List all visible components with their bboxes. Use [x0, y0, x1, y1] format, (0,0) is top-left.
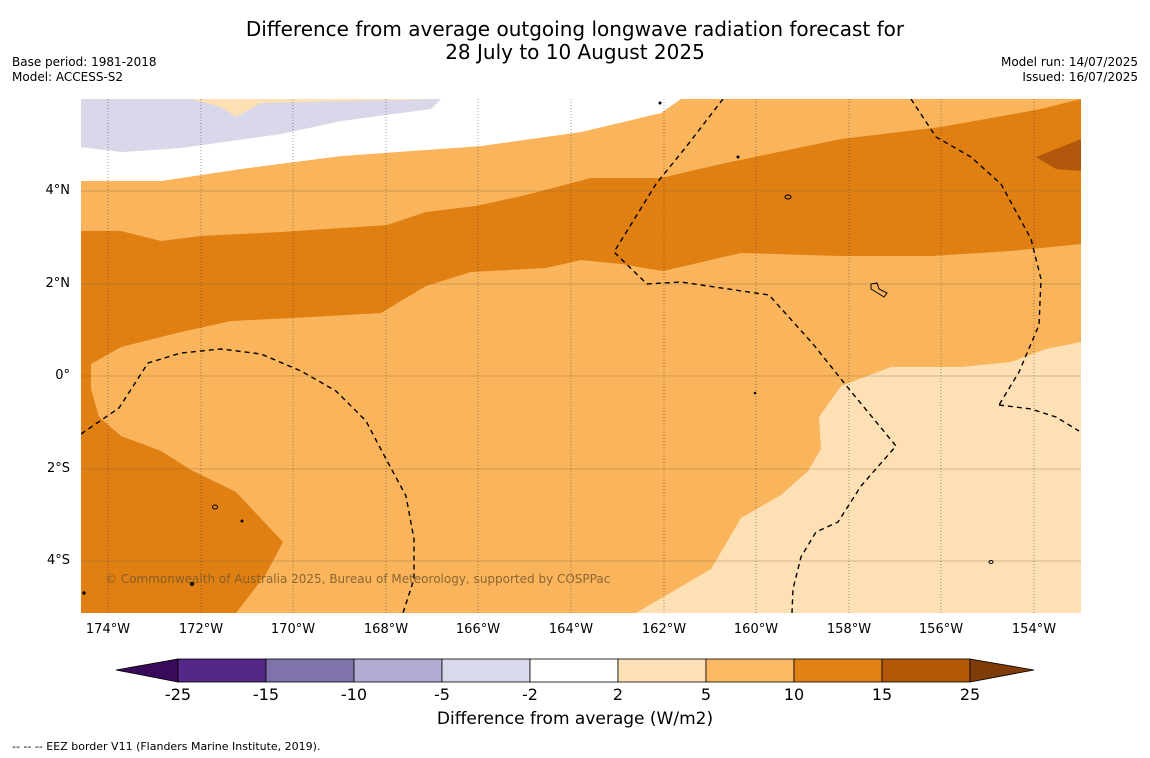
island-outline	[212, 504, 218, 510]
latitude-label-4s: 4°S	[46, 553, 70, 568]
island-outline	[784, 194, 792, 200]
longitude-label-166w: 166°W	[455, 622, 501, 637]
title-line-2: 28 July to 10 August 2025	[445, 40, 705, 64]
olr-field-orange-southwest	[81, 364, 283, 613]
eez-border-west	[81, 348, 415, 613]
colorbar-tick-label: 10	[783, 685, 805, 704]
latitude-grid-lines	[81, 190, 1081, 562]
title-line-1: Difference from average outgoing longwav…	[245, 17, 905, 41]
island-outline	[988, 560, 994, 564]
longitude-label-164w: 164°W	[548, 622, 594, 637]
colorbar-segment	[617, 658, 707, 683]
island-dot	[190, 582, 194, 586]
colorbar-tick-label: 25	[959, 685, 981, 704]
longitude-label-154w: 154°W	[1011, 622, 1057, 637]
olr-field-pale-orange-southeast	[636, 342, 1081, 613]
colorbar-extend-max-arrow	[969, 658, 1035, 683]
longitude-label-170w: 170°W	[270, 622, 316, 637]
base-period-text: Base period: 1981-2018	[12, 55, 157, 69]
island-dot	[658, 101, 662, 105]
longitude-label-172w: 172°W	[178, 622, 224, 637]
eez-legend-footnote: -- -- -- EEZ border V11 (Flanders Marine…	[12, 740, 321, 753]
colorbar-tick-label: -5	[434, 685, 450, 704]
metadata-left: Base period: 1981-2018 Model: ACCESS-S2	[12, 55, 157, 85]
longitude-label-160w: 160°W	[733, 622, 779, 637]
eez-border-central	[613, 99, 897, 613]
colorbar-segment	[529, 658, 619, 683]
olr-field-dark-orange-northeast	[1036, 139, 1081, 171]
latitude-label-2s: 2°S	[46, 461, 70, 476]
colorbar-tick-label: -15	[252, 685, 280, 704]
colorbar-tick-label: -25	[164, 685, 192, 704]
colorbar-segment	[177, 658, 267, 683]
colorbar-tick-label: -10	[340, 685, 368, 704]
eez-borders	[81, 99, 1080, 613]
colorbar-extend-min-arrow	[115, 658, 179, 683]
colorbar-segment	[793, 658, 883, 683]
island-dot	[736, 155, 740, 159]
island-outline	[870, 282, 888, 298]
colorbar-tick-label: 2	[612, 685, 624, 704]
olr-field-near-average-white	[81, 99, 681, 181]
latitude-label-4n: 4°N	[45, 183, 71, 198]
island-dot	[82, 591, 86, 595]
longitude-label-156w: 156°W	[918, 622, 964, 637]
issued-text: Issued: 16/07/2025	[1022, 70, 1138, 84]
longitude-label-162w: 162°W	[641, 622, 687, 637]
copyright-text: © Commonwealth of Australia 2025, Bureau…	[105, 572, 611, 586]
island-dot	[240, 519, 244, 523]
eez-border-north-east	[910, 99, 1042, 406]
metadata-right: Model run: 14/07/2025 Issued: 16/07/2025	[1001, 55, 1138, 85]
longitude-label-174w: 174°W	[85, 622, 131, 637]
olr-field-light-lavender	[81, 99, 441, 152]
chart-title: Difference from average outgoing longwav…	[0, 18, 1150, 64]
colorbar-title: Difference from average (W/m2)	[436, 709, 714, 729]
colorbar-tick-label: 5	[700, 685, 712, 704]
colorbar-segment	[353, 658, 443, 683]
island-dot	[753, 391, 757, 395]
model-run-text: Model run: 14/07/2025	[1000, 55, 1138, 69]
colorbar-segment	[881, 658, 971, 683]
olr-field-orange-north-band	[81, 99, 1081, 364]
longitude-label-158w: 158°W	[826, 622, 872, 637]
islands	[82, 101, 994, 595]
colorbar-tick-label: -2	[522, 685, 538, 704]
colorbar-segment	[441, 658, 531, 683]
longitude-label-168w: 168°W	[363, 622, 409, 637]
latitude-label-equator: 0°	[55, 368, 70, 383]
eez-border-east	[998, 404, 1080, 432]
colorbar-segment	[705, 658, 795, 683]
colorbar-segment	[265, 658, 355, 683]
map-area	[81, 99, 1081, 613]
model-text: Model: ACCESS-S2	[12, 70, 124, 84]
colorbar	[115, 658, 1035, 683]
latitude-label-2n: 2°N	[45, 276, 71, 291]
colorbar-tick-label: 15	[871, 685, 893, 704]
